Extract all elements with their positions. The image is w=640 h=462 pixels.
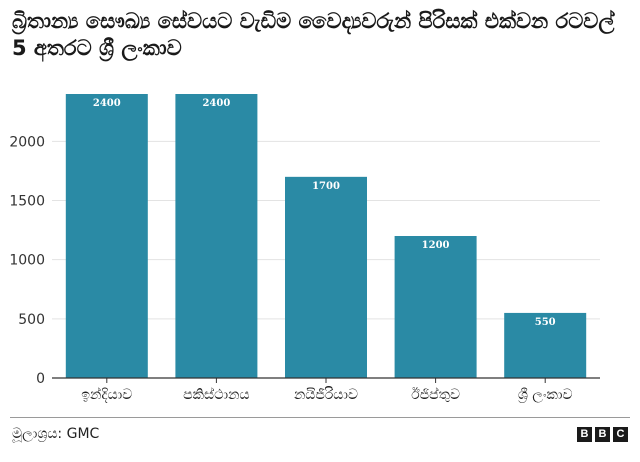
data-label: 2400 [202,98,230,109]
y-tick-label: 0 [36,371,45,387]
bbc-logo-block: C [613,427,628,442]
x-tick-label: පකිස්ථානය [183,387,249,403]
chart-title: බ්‍රිතාන්‍ය සෞඛ්‍ය සේවයට වැඩිම වෛද්‍යවරු… [12,9,615,60]
x-tick-label: ඊජිප්තුව [411,387,460,403]
y-tick-label: 2000 [9,134,45,150]
bbc-logo: B B C [577,427,628,442]
data-label: 1200 [422,240,450,251]
data-label: 550 [535,317,556,328]
x-tick-label: ශ්‍රී ලංකාව [518,387,573,403]
bar [504,312,587,378]
y-tick-label: 1000 [9,253,45,269]
source-note: මූලාශ්‍රය: GMC [12,426,99,442]
source-label: මූලාශ්‍රය: [12,426,63,442]
bar [65,94,148,378]
data-label: 2400 [93,98,121,109]
x-tick-label: නයිජීරියාව [294,387,358,403]
source-value: GMC [66,426,100,442]
bbc-logo-block: B [577,427,592,442]
y-tick-label: 1500 [9,194,45,210]
footer-divider [10,417,630,418]
bar [394,236,477,378]
x-tick-label: ඉන්දියාව [81,387,132,403]
bar [175,94,258,378]
data-label: 1700 [312,181,340,192]
y-tick-label: 500 [18,312,45,328]
bar [285,176,367,378]
bbc-logo-block: B [595,427,610,442]
